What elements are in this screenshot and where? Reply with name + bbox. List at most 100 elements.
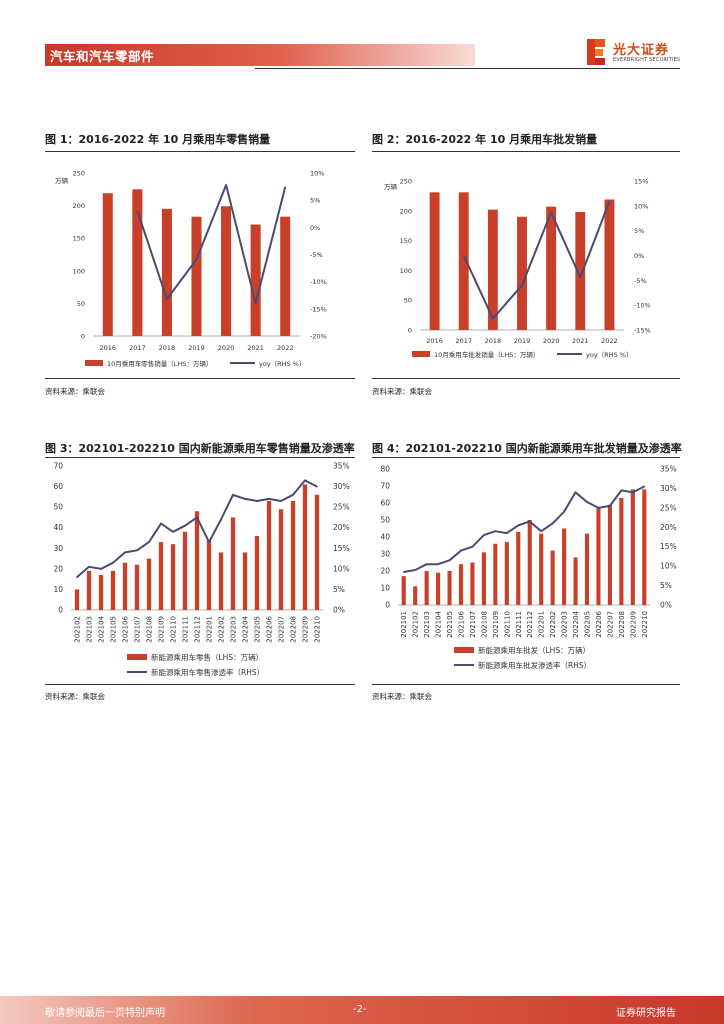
y2-tick-label: 25% [333,503,350,512]
x-tick-label: 2022 [277,344,294,352]
bar [102,193,113,336]
x-tick-label: 202202 [218,616,226,643]
y2-tick-label: 35% [660,465,677,474]
line-point [76,576,78,578]
figure-1-title: 图 1：2016-2022 年 10 月乘用车零售销量 [45,133,271,146]
line-point [492,317,494,320]
y-tick-label: 0 [385,601,390,610]
bar [254,535,260,610]
bar [74,589,80,610]
bar [458,192,469,330]
x-tick-label: 202105 [110,616,118,643]
y2-tick-label: 15% [634,178,648,186]
bar [86,570,92,610]
bar [182,531,188,610]
bar [191,216,202,336]
x-tick-label: 202205 [584,611,592,638]
bar [630,489,635,605]
x-tick-label: 202207 [278,616,286,643]
y2-tick-label: 20% [660,523,677,532]
x-tick-label: 202208 [290,616,298,643]
bar [218,552,224,610]
header-band [45,44,475,66]
x-tick-label: 202105 [446,611,454,638]
y2-tick-label: 10% [333,564,350,573]
header-rule [255,68,680,69]
bar [280,216,291,336]
y2-tick-label: -10% [634,302,651,310]
line-point [225,184,227,186]
y2-tick-label: -10% [310,278,327,286]
legend-bar-swatch [454,647,474,653]
bar [161,208,172,336]
x-tick-label: 202112 [526,611,534,638]
line-point [551,522,554,525]
line-point [148,541,150,543]
figure-2-bottom-rule [372,378,680,379]
y-tick-label: 0 [408,327,412,335]
figure-3-top-rule [45,457,355,458]
footer-disclaimer: 敬请参阅最后一页特别声明 [45,1008,165,1019]
bar [517,216,527,330]
figure-3-bottom-rule [45,684,355,685]
bar [604,199,615,330]
x-tick-label: 202210 [314,616,322,643]
bar [504,542,509,605]
legend-bar-swatch [85,360,103,366]
line-point [254,302,257,305]
x-tick-label: 2019 [188,344,205,352]
x-tick-label: 202109 [492,611,500,638]
line-point [471,545,474,548]
line-point [220,518,222,521]
y2-tick-label: 15% [333,544,350,553]
y-tick-label: 150 [400,237,412,245]
x-tick-label: 202103 [86,616,94,643]
x-tick-label: 202203 [230,616,238,643]
y2-tick-label: 5% [310,197,320,205]
y-tick-label: 50 [77,300,85,308]
y-tick-label: 70 [53,462,63,471]
legend-bar-label: 10月乘用车批发销量（LHS：万辆） [434,350,539,359]
y-tick-label: 50 [380,516,390,525]
figure-4-chart: 0 10 20 30 40 50 60 70 80 0% 5% 10% 15% 20% 25% 30% 35% 2… [380,465,677,671]
line-point [579,276,582,279]
bar [562,528,567,605]
section-title: 汽车和汽车零部件 [50,49,155,64]
line-point [244,498,246,500]
y2-tick-label: 5% [634,227,644,235]
legend-bar-swatch [412,351,430,357]
x-tick-label: 202201 [538,611,546,638]
x-tick-label: 202102 [74,616,82,643]
x-tick-label: 2018 [159,344,176,352]
line-point [88,566,90,568]
bar [458,564,464,605]
bar [516,531,521,605]
x-tick-label: 202201 [206,616,214,643]
x-tick-label: 202110 [170,616,178,643]
bar [447,571,452,605]
y-tick-label: 50 [53,503,63,512]
bar [550,550,555,605]
x-tick-label: 202202 [549,611,557,638]
line-point [196,516,198,519]
line-point [609,505,611,507]
y-axis-unit: 万辆 [384,182,398,191]
line-point [280,500,282,502]
line-point [494,530,497,532]
line-point [540,530,542,532]
line-point [268,498,270,500]
bar [642,489,647,605]
bar [110,570,116,610]
y-tick-label: 80 [380,465,390,474]
line-point [208,541,210,543]
bar [242,552,248,610]
x-tick-label: 202205 [254,616,262,643]
line-point [620,489,623,492]
y-axis-unit: 万辆 [55,176,69,185]
bar [98,575,104,610]
y-tick-label: 20 [53,564,63,573]
bar [584,533,590,605]
line-point [563,510,565,513]
figure-4-top-rule [372,457,680,458]
y-tick-label: 250 [73,170,85,178]
